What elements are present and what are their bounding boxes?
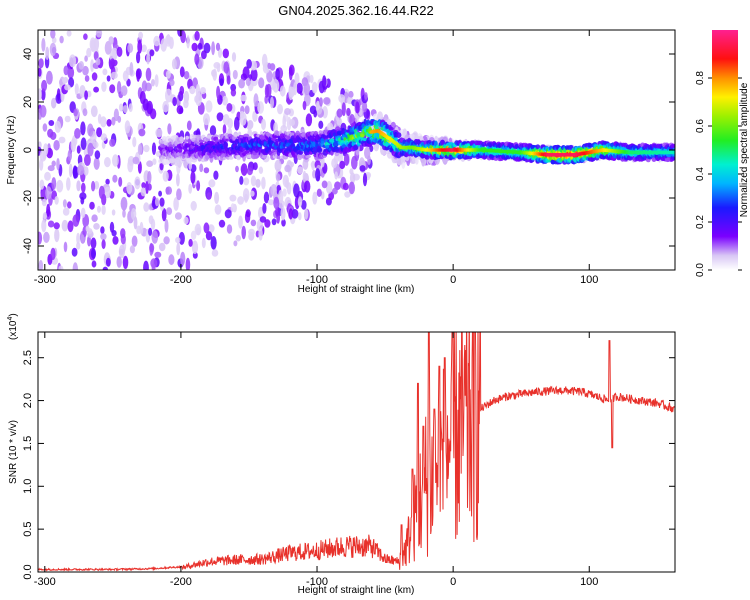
colorbar-tick-label: 0.4 <box>695 167 706 181</box>
colorbar-ticks: 0.0 0.2 0.4 0.6 0.8 <box>695 71 742 277</box>
spectrogram-x-ticks: -300 -200 -100 0 100 <box>34 30 598 286</box>
snr-y-ticks: 0.0 0.5 1.0 1.5 2.0 2.5 <box>22 350 675 580</box>
spectrogram-ytick-label: -20 <box>22 190 34 206</box>
colorbar-gradient <box>712 30 738 270</box>
snr-ytick-label: 0.5 <box>22 521 34 536</box>
spectrogram-xtick-label: -100 <box>306 274 328 286</box>
spectrogram-xtick-label: -200 <box>170 274 192 286</box>
snr-multiplier-exp: 4 <box>7 317 14 321</box>
snr-xtick-label: 100 <box>580 576 598 588</box>
snr-multiplier-close: ) <box>8 313 19 316</box>
snr-ytick-label: 2.5 <box>22 350 34 365</box>
colorbar: 0.0 0.2 0.4 0.6 0.8 Normalized spectral ampl… <box>695 30 750 277</box>
snr-xtick-label: -200 <box>170 576 192 588</box>
spectrogram-y-ticks: -40 -20 0 20 40 <box>22 48 675 254</box>
colorbar-tick-label: 0.8 <box>695 71 706 85</box>
snr-xtick-label: -300 <box>34 576 56 588</box>
snr-ytick-label: 0.0 <box>22 564 34 579</box>
snr-ytick-label: 1.5 <box>22 436 34 451</box>
colorbar-tick-label: 0.0 <box>695 263 706 277</box>
spectrogram-ytick-label: -40 <box>22 238 34 254</box>
snr-xlabel: Height of straight line (km) <box>298 585 415 596</box>
spectrogram-ridge <box>369 129 675 157</box>
snr-frame <box>37 331 676 573</box>
colorbar-tick-label: 0.6 <box>695 119 706 133</box>
spectrogram-xtick-label: 0 <box>450 274 456 286</box>
snr-ylabel: SNR (10 * v/v) <box>8 420 19 484</box>
snr-ytick-label: 2.0 <box>22 393 34 408</box>
spectrogram-xtick-label: 100 <box>580 274 598 286</box>
snr-xtick-label: 0 <box>450 576 456 588</box>
snr-panel: -300 -200 -100 0 100 0.0 0.5 1.0 1.5 2.0 2.5 Heig… <box>7 313 676 596</box>
figure-title: GN04.2025.362.16.44.R22 <box>278 3 433 18</box>
spectrogram-ytick-label: 40 <box>22 48 34 60</box>
snr-xtick-label: -100 <box>306 576 328 588</box>
snr-x-ticks: -300 -200 -100 0 100 <box>34 332 598 588</box>
colorbar-tick-label: 0.2 <box>695 215 706 229</box>
spectrogram-ytick-label: 20 <box>22 96 34 108</box>
snr-series-line <box>38 332 675 572</box>
snr-multiplier-base: (x10 <box>8 320 19 340</box>
snr-ytick-label: 1.0 <box>22 479 34 494</box>
spectrogram-xlabel: Height of straight line (km) <box>298 284 415 295</box>
spectrogram-ytick-label: 0 <box>22 147 34 153</box>
colorbar-label: Normalized spectral amplitude <box>739 82 750 217</box>
snr-multiplier: (x104) <box>7 313 19 340</box>
spectrogram-ylabel: Frequency (Hz) <box>6 116 17 185</box>
spectrogram-xtick-label: -300 <box>34 274 56 286</box>
